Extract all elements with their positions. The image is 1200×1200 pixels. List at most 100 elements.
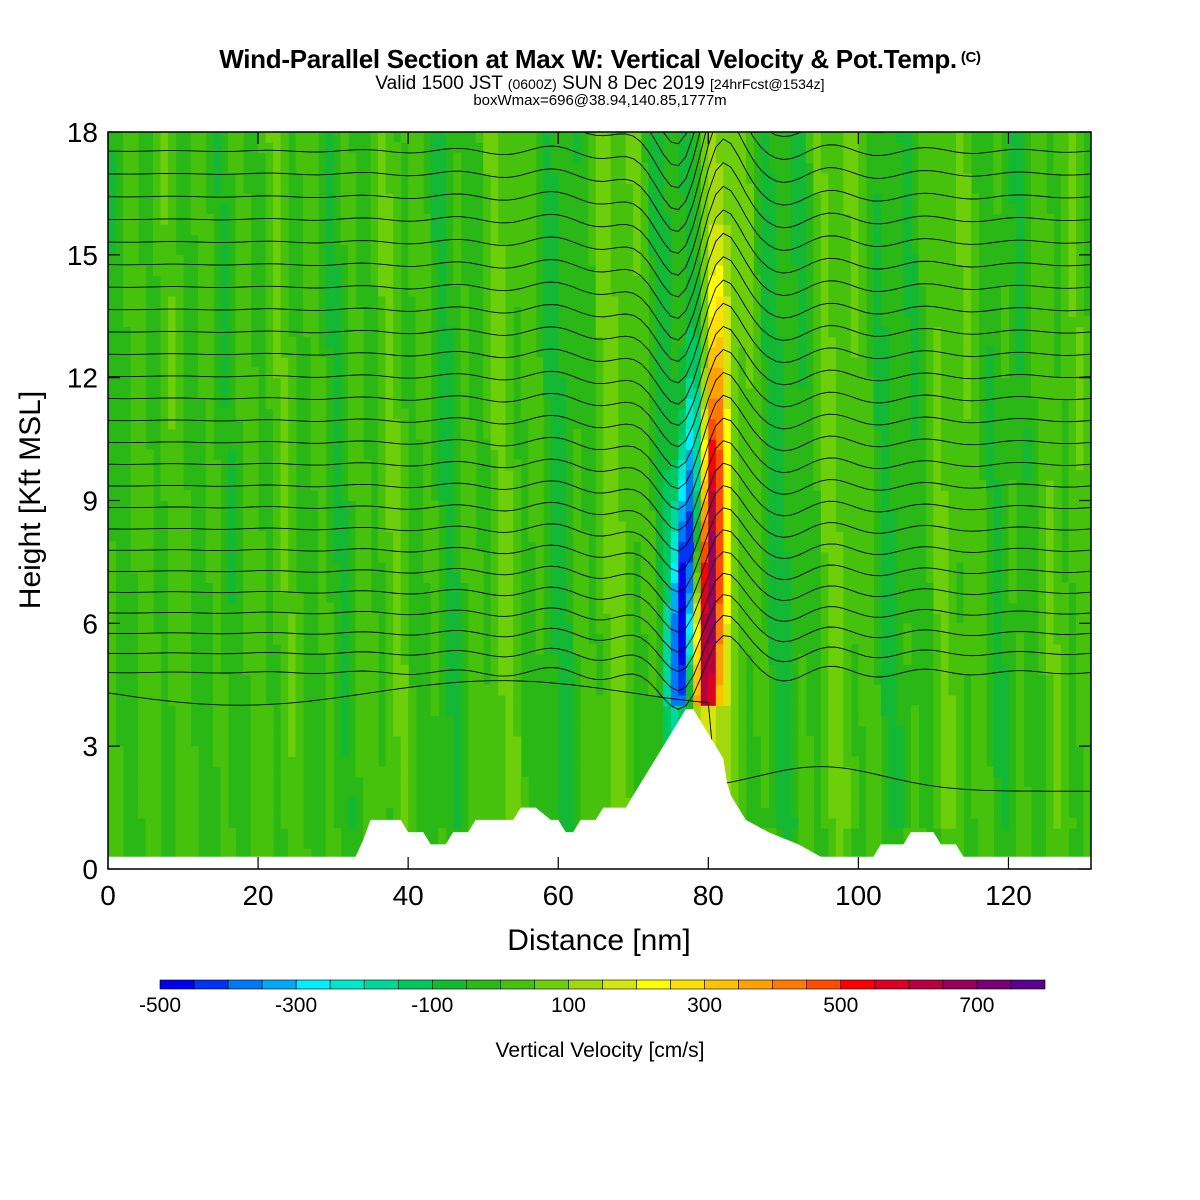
velocity-cell bbox=[513, 643, 522, 655]
velocity-cell bbox=[843, 623, 852, 635]
velocity-cell bbox=[250, 500, 259, 512]
velocity-cell bbox=[400, 746, 409, 758]
velocity-cell bbox=[115, 787, 124, 798]
velocity-cell bbox=[423, 408, 432, 420]
velocity-cell bbox=[228, 490, 237, 502]
velocity-cell bbox=[625, 613, 634, 624]
velocity-cell bbox=[153, 152, 162, 164]
velocity-cell bbox=[265, 817, 274, 829]
velocity-cell bbox=[678, 398, 687, 409]
velocity-cell bbox=[573, 142, 582, 154]
velocity-cell bbox=[700, 531, 709, 543]
velocity-cell bbox=[475, 735, 484, 747]
velocity-cell bbox=[558, 387, 567, 399]
velocity-cell bbox=[265, 377, 274, 389]
velocity-cell bbox=[205, 449, 214, 461]
velocity-cell bbox=[843, 694, 852, 706]
velocity-cell bbox=[715, 735, 724, 747]
velocity-cell bbox=[685, 633, 694, 645]
velocity-cell bbox=[468, 725, 477, 737]
velocity-cell bbox=[775, 408, 784, 420]
velocity-cell bbox=[505, 531, 514, 543]
velocity-cell bbox=[813, 244, 822, 256]
velocity-cell bbox=[858, 510, 867, 522]
velocity-cell bbox=[678, 439, 687, 450]
velocity-cell bbox=[843, 725, 852, 737]
velocity-cell bbox=[753, 449, 762, 461]
velocity-cell bbox=[850, 541, 859, 553]
velocity-cell bbox=[843, 459, 852, 471]
velocity-cell bbox=[760, 193, 769, 205]
velocity-cell bbox=[730, 561, 739, 573]
velocity-cell bbox=[670, 398, 679, 409]
velocity-cell bbox=[738, 797, 747, 809]
velocity-cell bbox=[798, 735, 807, 747]
velocity-cell bbox=[835, 582, 844, 594]
velocity-cell bbox=[813, 295, 822, 307]
velocity-cell bbox=[685, 306, 694, 317]
velocity-cell bbox=[618, 480, 627, 491]
velocity-cell bbox=[678, 500, 687, 512]
velocity-cell bbox=[295, 674, 304, 686]
velocity-cell bbox=[123, 295, 132, 307]
velocity-cell bbox=[498, 674, 507, 686]
velocity-cell bbox=[295, 725, 304, 737]
velocity-cell bbox=[663, 213, 672, 225]
velocity-cell bbox=[730, 684, 739, 696]
velocity-cell bbox=[865, 520, 874, 532]
velocity-cell bbox=[723, 633, 732, 645]
velocity-cell bbox=[138, 797, 147, 809]
velocity-cell bbox=[693, 275, 702, 287]
velocity-cell bbox=[610, 203, 619, 215]
velocity-cell bbox=[303, 265, 312, 276]
velocity-cell bbox=[438, 357, 447, 369]
velocity-cell bbox=[625, 746, 634, 758]
velocity-cell bbox=[655, 172, 664, 184]
velocity-cell bbox=[130, 244, 139, 256]
velocity-cell bbox=[670, 520, 679, 532]
velocity-cell bbox=[798, 172, 807, 184]
velocity-cell bbox=[625, 643, 634, 655]
velocity-cell bbox=[168, 357, 177, 369]
velocity-cell bbox=[145, 776, 154, 788]
velocity-cell bbox=[213, 664, 222, 676]
velocity-cell bbox=[828, 306, 837, 317]
velocity-cell bbox=[835, 848, 844, 860]
velocity-cell bbox=[700, 592, 709, 604]
velocity-cell bbox=[550, 572, 559, 583]
velocity-cell bbox=[340, 602, 349, 614]
velocity-cell bbox=[850, 510, 859, 522]
velocity-cell bbox=[858, 674, 867, 686]
velocity-cell bbox=[865, 398, 874, 409]
velocity-cell bbox=[168, 633, 177, 645]
velocity-cell bbox=[385, 776, 394, 788]
velocity-cell bbox=[580, 735, 589, 747]
velocity-cell bbox=[595, 183, 604, 195]
velocity-cell bbox=[693, 469, 702, 481]
velocity-cell bbox=[243, 551, 252, 563]
velocity-cell bbox=[363, 572, 372, 583]
velocity-cell bbox=[858, 326, 867, 338]
velocity-cell bbox=[550, 234, 559, 246]
velocity-cell bbox=[265, 807, 274, 819]
velocity-cell bbox=[138, 428, 147, 440]
velocity-cell bbox=[333, 367, 342, 379]
velocity-cell bbox=[408, 807, 417, 819]
velocity-cell bbox=[258, 643, 267, 655]
velocity-cell bbox=[925, 398, 935, 409]
velocity-cell bbox=[160, 357, 169, 369]
velocity-cell bbox=[925, 459, 935, 471]
velocity-cell bbox=[888, 694, 897, 706]
velocity-cell bbox=[543, 306, 552, 317]
velocity-cell bbox=[430, 132, 439, 143]
velocity-cell bbox=[610, 582, 619, 594]
velocity-cell bbox=[303, 213, 312, 225]
velocity-cell bbox=[460, 387, 469, 399]
velocity-cell bbox=[490, 398, 499, 409]
velocity-cell bbox=[168, 623, 177, 635]
velocity-cell bbox=[603, 183, 612, 195]
velocity-cell bbox=[355, 336, 364, 348]
velocity-cell bbox=[325, 162, 334, 174]
velocity-cell bbox=[355, 316, 364, 328]
velocity-cell bbox=[588, 684, 597, 696]
